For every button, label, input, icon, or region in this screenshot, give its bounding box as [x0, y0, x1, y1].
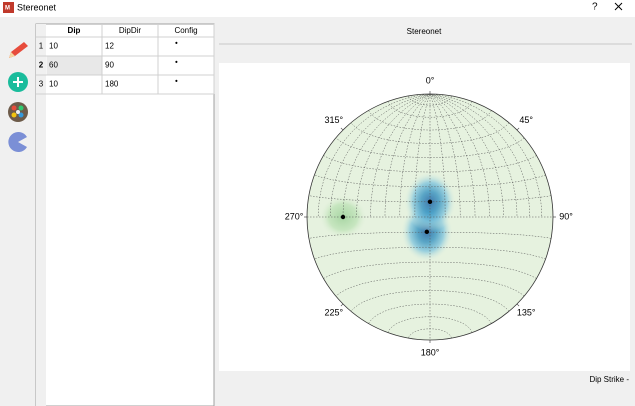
- column-header[interactable]: DipDir: [119, 26, 142, 35]
- small-circle: [314, 174, 546, 188]
- tool-density[interactable]: [8, 102, 28, 122]
- direction-label: 135°: [517, 308, 536, 318]
- great-circle: [384, 94, 553, 218]
- table-cell[interactable]: 180: [105, 80, 119, 89]
- column-header[interactable]: Dip: [68, 26, 81, 35]
- direction-tick: [340, 127, 344, 131]
- table: [35, 23, 215, 406]
- pole-point: [340, 214, 346, 220]
- pole-point: [424, 229, 430, 235]
- row-number: 2: [39, 61, 44, 70]
- selected-cell: [46, 56, 102, 75]
- title-bar: [0, 0, 635, 17]
- great-circle: [414, 94, 553, 218]
- row-header-column: [36, 24, 46, 406]
- app-icon: [3, 2, 14, 13]
- small-circle: [314, 246, 546, 260]
- great-circle: [307, 94, 446, 218]
- pole-point: [427, 199, 433, 205]
- table-cell[interactable]: 12: [105, 42, 114, 51]
- direction-tick: [516, 303, 520, 307]
- small-circle: [335, 276, 525, 297]
- small-circle: [408, 95, 452, 106]
- direction-label: 225°: [325, 308, 344, 318]
- table-cell[interactable]: •: [175, 77, 178, 86]
- direction-tick: [340, 303, 344, 307]
- direction-label: 90°: [559, 211, 573, 221]
- row-number: 3: [39, 80, 44, 89]
- table-cell[interactable]: 10: [49, 42, 58, 51]
- direction-label: 270°: [285, 211, 304, 221]
- small-circle: [350, 122, 510, 144]
- row-number: 1: [39, 42, 44, 51]
- table-cell[interactable]: 60: [49, 61, 58, 70]
- small-circle: [387, 316, 473, 333]
- window-title: Stereonet: [17, 2, 57, 12]
- column-header[interactable]: Config: [174, 26, 197, 35]
- great-circle: [307, 94, 476, 218]
- direction-tick: [516, 127, 520, 131]
- direction-label: 0°: [426, 75, 435, 85]
- panel-title: Stereonet: [407, 27, 442, 36]
- table-cell[interactable]: •: [175, 39, 178, 48]
- direction-label: 315°: [325, 115, 344, 125]
- small-circle: [387, 101, 473, 118]
- small-circle: [335, 137, 525, 158]
- help-button[interactable]: ?: [592, 2, 598, 13]
- direction-label: 45°: [519, 115, 533, 125]
- close-button[interactable]: [614, 2, 623, 11]
- tool-rose[interactable]: [8, 132, 27, 152]
- tool-edit[interactable]: [9, 42, 28, 58]
- tool-add[interactable]: [8, 72, 28, 92]
- table-cell[interactable]: •: [175, 58, 178, 67]
- direction-label: 180°: [421, 347, 440, 357]
- status-text: Dip Strike -: [589, 375, 629, 384]
- table-cell[interactable]: 90: [105, 61, 114, 70]
- table-cell[interactable]: 10: [49, 80, 58, 89]
- small-circle: [350, 290, 510, 312]
- app-icon-glyph: M: [5, 6, 10, 12]
